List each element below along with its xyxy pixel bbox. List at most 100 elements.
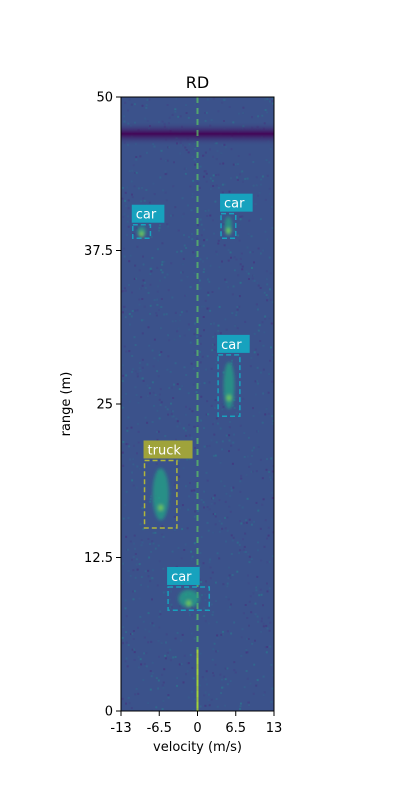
- noise-speckle: [165, 591, 168, 594]
- noise-speckle: [135, 563, 138, 566]
- noise-speckle: [268, 161, 271, 164]
- noise-speckle: [121, 451, 124, 454]
- noise-speckle: [149, 498, 152, 500]
- noise-speckle: [161, 684, 164, 687]
- noise-speckle: [127, 225, 130, 228]
- noise-speckle: [132, 630, 135, 632]
- noise-speckle: [228, 439, 231, 442]
- noise-speckle: [244, 604, 247, 606]
- noise-speckle: [261, 421, 264, 424]
- noise-speckle: [142, 279, 145, 282]
- noise-speckle: [159, 306, 162, 309]
- noise-speckle: [194, 351, 197, 354]
- noise-speckle: [170, 603, 173, 606]
- noise-speckle: [143, 485, 146, 488]
- noise-speckle: [266, 299, 269, 302]
- noise-speckle: [229, 680, 232, 683]
- noise-speckle: [205, 678, 207, 681]
- noise-speckle: [185, 673, 187, 676]
- noise-speckle: [125, 490, 128, 493]
- noise-speckle: [124, 289, 127, 292]
- noise-speckle: [184, 172, 187, 175]
- noise-speckle: [266, 111, 268, 114]
- noise-speckle: [216, 150, 219, 152]
- noise-speckle: [234, 163, 237, 166]
- noise-speckle: [194, 446, 196, 449]
- noise-speckle: [127, 696, 130, 699]
- noise-speckle: [138, 298, 141, 301]
- noise-speckle: [182, 257, 185, 260]
- noise-speckle: [271, 97, 274, 100]
- noise-speckle: [137, 626, 139, 629]
- noise-speckle: [124, 308, 127, 311]
- noise-speckle: [143, 281, 146, 284]
- noise-speckle: [179, 507, 182, 510]
- noise-speckle: [236, 541, 239, 544]
- noise-speckle: [177, 547, 180, 550]
- noise-speckle: [270, 663, 273, 666]
- noise-speckle: [209, 558, 211, 561]
- noise-speckle: [211, 291, 214, 293]
- noise-speckle: [247, 233, 250, 236]
- noise-speckle: [121, 364, 124, 367]
- noise-speckle: [213, 420, 216, 423]
- noise-speckle: [152, 532, 155, 534]
- noise-speckle: [230, 603, 232, 606]
- noise-speckle: [161, 533, 164, 536]
- noise-speckle: [167, 696, 170, 699]
- noise-speckle: [269, 621, 272, 624]
- noise-speckle: [204, 620, 207, 623]
- noise-speckle: [127, 416, 130, 419]
- noise-speckle: [226, 516, 229, 519]
- noise-speckle: [260, 178, 263, 181]
- noise-speckle: [204, 691, 207, 694]
- noise-speckle: [245, 648, 248, 651]
- noise-speckle: [202, 175, 205, 178]
- noise-speckle: [250, 558, 253, 561]
- noise-speckle: [187, 151, 190, 154]
- noise-speckle: [233, 433, 235, 436]
- noise-speckle: [158, 353, 161, 356]
- noise-speckle: [239, 173, 241, 176]
- noise-speckle: [191, 195, 194, 198]
- noise-speckle: [255, 470, 258, 473]
- noise-speckle: [174, 637, 177, 640]
- noise-speckle: [207, 622, 210, 625]
- noise-speckle: [230, 486, 233, 489]
- noise-speckle: [186, 670, 189, 673]
- noise-speckle: [272, 674, 274, 677]
- noise-speckle: [221, 403, 224, 406]
- noise-speckle: [132, 598, 135, 601]
- noise-speckle: [123, 255, 126, 258]
- noise-speckle: [257, 329, 260, 332]
- noise-speckle: [162, 567, 165, 570]
- noise-speckle: [225, 328, 228, 331]
- noise-speckle: [144, 464, 147, 467]
- noise-speckle: [128, 313, 131, 315]
- noise-speckle: [266, 458, 268, 461]
- noise-speckle: [159, 610, 162, 613]
- noise-speckle: [165, 633, 168, 636]
- noise-speckle: [266, 646, 269, 648]
- noise-speckle: [134, 264, 137, 267]
- noise-speckle: [239, 215, 242, 218]
- noise-speckle: [215, 600, 217, 603]
- noise-speckle: [179, 314, 182, 316]
- noise-speckle: [210, 502, 213, 505]
- noise-speckle: [211, 497, 213, 500]
- noise-speckle: [271, 470, 274, 473]
- noise-speckle: [149, 688, 152, 691]
- noise-speckle: [236, 570, 239, 573]
- noise-speckle: [215, 417, 218, 420]
- y-tick-label: 25: [96, 398, 113, 413]
- noise-speckle: [148, 201, 151, 204]
- noise-speckle: [247, 638, 250, 640]
- noise-speckle: [140, 319, 143, 322]
- noise-speckle: [133, 659, 136, 661]
- noise-speckle: [145, 665, 148, 668]
- noise-speckle: [241, 215, 244, 218]
- noise-speckle: [188, 328, 191, 331]
- noise-speckle: [235, 314, 238, 317]
- noise-speckle: [203, 382, 206, 385]
- noise-speckle: [212, 155, 214, 158]
